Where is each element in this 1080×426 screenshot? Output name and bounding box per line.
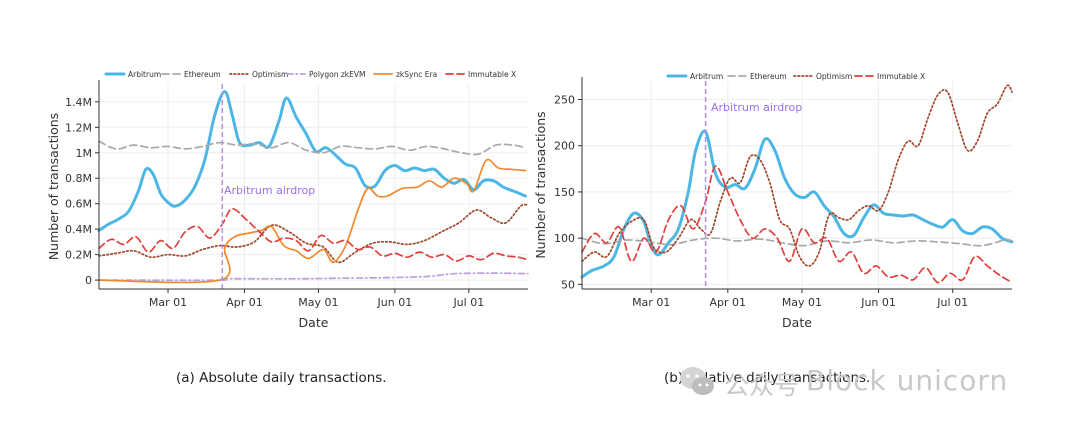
legend-label-immutable-x: Immutable X [468, 70, 516, 79]
x-tick-label: May 01 [298, 296, 338, 309]
x-tick-label: Jun 01 [860, 296, 896, 309]
series-line-immutable-x [98, 207, 529, 262]
wechat-logo-icon [680, 367, 714, 395]
airdrop-annotation-label: Arbitrum airdrop [224, 184, 315, 197]
y-axis-label: Number of transactions [533, 111, 548, 258]
legend-label-zksync-era: zkSync Era [396, 70, 437, 79]
y-axis-label: Number of transactions [46, 113, 61, 260]
y-tick-label: 250 [554, 93, 575, 106]
series-line-optimism [581, 84, 1013, 267]
watermark-brand: Block unicorn [806, 364, 1009, 397]
x-axis-label: Date [782, 315, 812, 330]
y-tick-label: 1M [76, 147, 93, 160]
x-tick-label: Mar 01 [632, 296, 670, 309]
legend-label-ethereum: Ethereum [184, 70, 221, 79]
chart-absolute-daily-transactions: Arbitrum airdrop 0 0.2M 0.4M 0.6M 0.8M 1M 1.2M 1… [46, 70, 529, 330]
legend-label-arbitrum: Arbitrum [128, 70, 161, 79]
series-line-arbitrum [97, 90, 527, 232]
series-line-immutable-x [581, 165, 1013, 284]
y-tick-label: 1.2M [65, 121, 92, 134]
y-tick-label: 50 [561, 278, 575, 291]
series-group [580, 84, 1014, 284]
y-tick-label: 0 [85, 274, 92, 287]
legend-label-optimism: Optimism [252, 70, 288, 79]
caption-right: (b) Relative daily transactions. [664, 370, 871, 386]
x-tick-label: Mar 01 [149, 296, 187, 309]
y-tick-label: 150 [554, 186, 575, 199]
y-tick-label: 200 [554, 140, 575, 153]
series-line-ethereum [581, 237, 1013, 247]
legend: Arbitrum Ethereum Optimism Polygon zkEVM zkS… [104, 70, 516, 79]
chart-relative-daily-transactions: Arbitrum airdrop 50 100 150 200 250 Mar 01 Apr … [533, 72, 1014, 330]
watermark-wechat-label: 公众号 [724, 371, 800, 400]
legend-label-optimism: Optimism [816, 72, 852, 81]
legend-label-immutable-x: Immutable X [877, 72, 925, 81]
series-group [97, 90, 529, 284]
legend-label-polygon-zkevm: Polygon zkEVM [309, 70, 365, 79]
legend-label-arbitrum: Arbitrum [690, 72, 723, 81]
x-tick-label: Apr 01 [226, 296, 263, 309]
airdrop-annotation-label: Arbitrum airdrop [711, 101, 802, 114]
x-tick-label: Apr 01 [710, 296, 747, 309]
x-tick-label: Jul 01 [452, 296, 484, 309]
series-line-ethereum [98, 140, 527, 156]
y-tick-label: 1.4M [65, 96, 92, 109]
y-tick-label: 0.2M [65, 249, 92, 262]
series-line-zksync-era [98, 158, 527, 284]
series-line-polygon-zkevm [98, 272, 529, 282]
legend-label-ethereum: Ethereum [750, 72, 787, 81]
x-tick-label: Jun 01 [377, 296, 413, 309]
caption-left: (a) Absolute daily transactions. [176, 370, 387, 386]
x-tick-label: Jul 01 [936, 296, 968, 309]
watermark: 公众号 Block unicorn [676, 360, 1056, 404]
legend: Arbitrum Ethereum Optimism Immutable X [666, 72, 925, 81]
x-axis-label: Date [299, 315, 329, 330]
y-tick-label: 0.4M [65, 223, 92, 236]
y-tick-label: 100 [554, 232, 575, 245]
series-line-arbitrum [580, 129, 1014, 279]
y-tick-label: 0.6M [65, 198, 92, 211]
y-tick-label: 0.8M [65, 172, 92, 185]
x-tick-label: May 01 [782, 296, 822, 309]
series-line-optimism [98, 203, 529, 264]
